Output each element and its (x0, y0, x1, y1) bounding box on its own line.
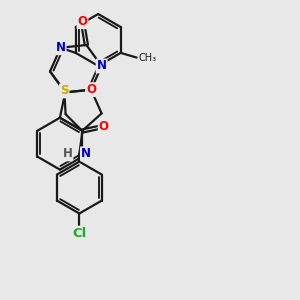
Text: O: O (86, 83, 96, 96)
Text: O: O (77, 15, 88, 28)
Text: N: N (81, 147, 91, 161)
Text: CH₃: CH₃ (138, 52, 156, 63)
Text: Cl: Cl (72, 227, 86, 240)
Text: O: O (99, 120, 109, 133)
Text: S: S (60, 84, 68, 98)
Text: N: N (56, 41, 66, 54)
Text: N: N (97, 59, 106, 73)
Text: H: H (62, 147, 72, 161)
